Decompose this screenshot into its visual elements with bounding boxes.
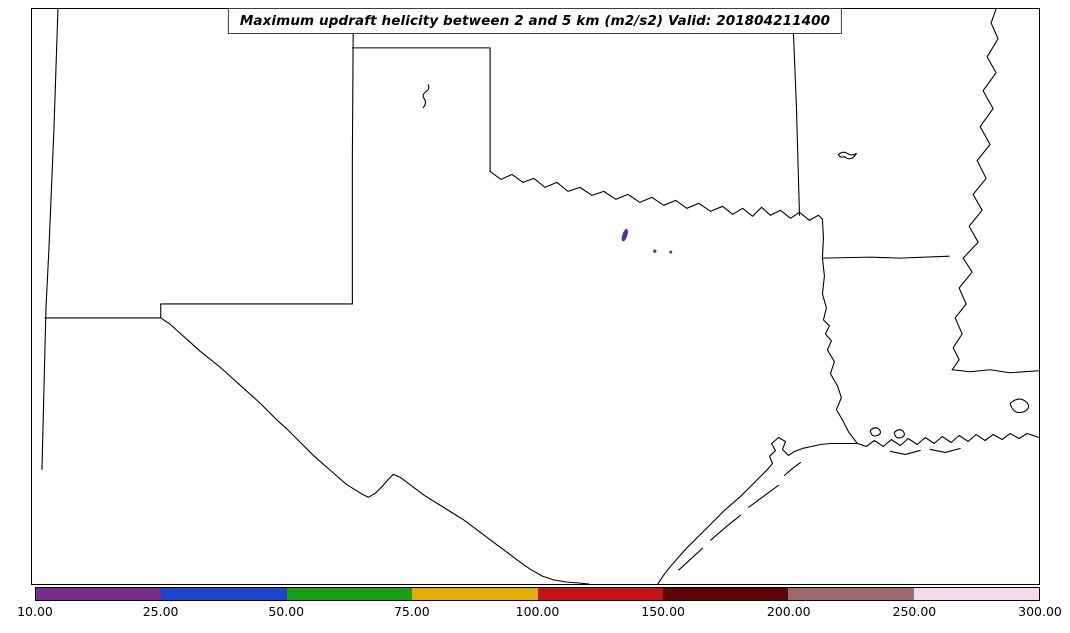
colorbar-tick-label: 10.00	[17, 604, 53, 619]
state-border-ok-ar	[791, 9, 801, 216]
colorbar-segment	[286, 588, 413, 600]
colorbar	[35, 587, 1040, 601]
colorbar-segment	[788, 588, 914, 600]
panhandle-river-squiggle	[422, 84, 430, 109]
colorbar-tick-labels: 10.00 25.00 50.00 75.00 100.00 150.00 20…	[17, 604, 1062, 622]
oklahoma-lake	[837, 151, 857, 160]
state-border-nm-tx-south	[44, 303, 353, 319]
barrier-island	[889, 449, 921, 455]
colorbar-tick-label: 150.00	[641, 604, 685, 619]
barrier-island	[748, 484, 780, 508]
map-canvas	[41, 9, 1039, 584]
barrier-island	[678, 547, 704, 571]
plot-title: Maximum updraft helicity between 2 and 5…	[227, 8, 843, 34]
barrier-island	[783, 461, 802, 476]
coastal-lake-pontchartrain	[1009, 398, 1030, 414]
colorbar-segment	[913, 588, 1039, 600]
state-border-ar-la	[821, 255, 950, 259]
colorbar-segment	[412, 588, 538, 600]
colorbar-segment	[161, 588, 287, 600]
state-border-west-meridian	[41, 9, 59, 470]
map-plot-area	[31, 8, 1040, 585]
colorbar-tick-label: 75.00	[393, 604, 430, 619]
colorbar-tick-label: 25.00	[142, 604, 179, 619]
coastline-louisiana	[856, 432, 1039, 448]
colorbar-tick-label: 250.00	[892, 604, 937, 619]
state-border-rio-grande	[160, 317, 590, 584]
coastal-lake	[869, 427, 881, 437]
colorbar-tick-label: 200.00	[766, 604, 811, 619]
state-border-nm-east	[351, 9, 354, 305]
colorbar-tick-label: 300.00	[1018, 604, 1062, 619]
colorbar-segment	[36, 588, 162, 600]
helicity-cell	[621, 228, 628, 242]
state-border-la-ms	[951, 369, 1039, 374]
colorbar-tick-label: 50.00	[268, 604, 305, 619]
colorbar-segment	[662, 588, 789, 600]
colorbar-tick-label: 100.00	[515, 604, 560, 619]
helicity-cells-group	[621, 228, 673, 254]
state-border-red-river	[489, 170, 823, 221]
coastal-lake	[893, 429, 905, 439]
state-border-mississippi-river	[951, 9, 999, 371]
state-border-tx-east	[821, 218, 858, 445]
state-boundaries-group	[41, 9, 1039, 584]
helicity-speck	[669, 250, 673, 254]
helicity-speck	[653, 249, 657, 253]
colorbar-segment	[537, 588, 663, 600]
coastline-texas	[657, 436, 858, 584]
barrier-island	[710, 514, 742, 541]
barrier-island	[929, 447, 961, 454]
